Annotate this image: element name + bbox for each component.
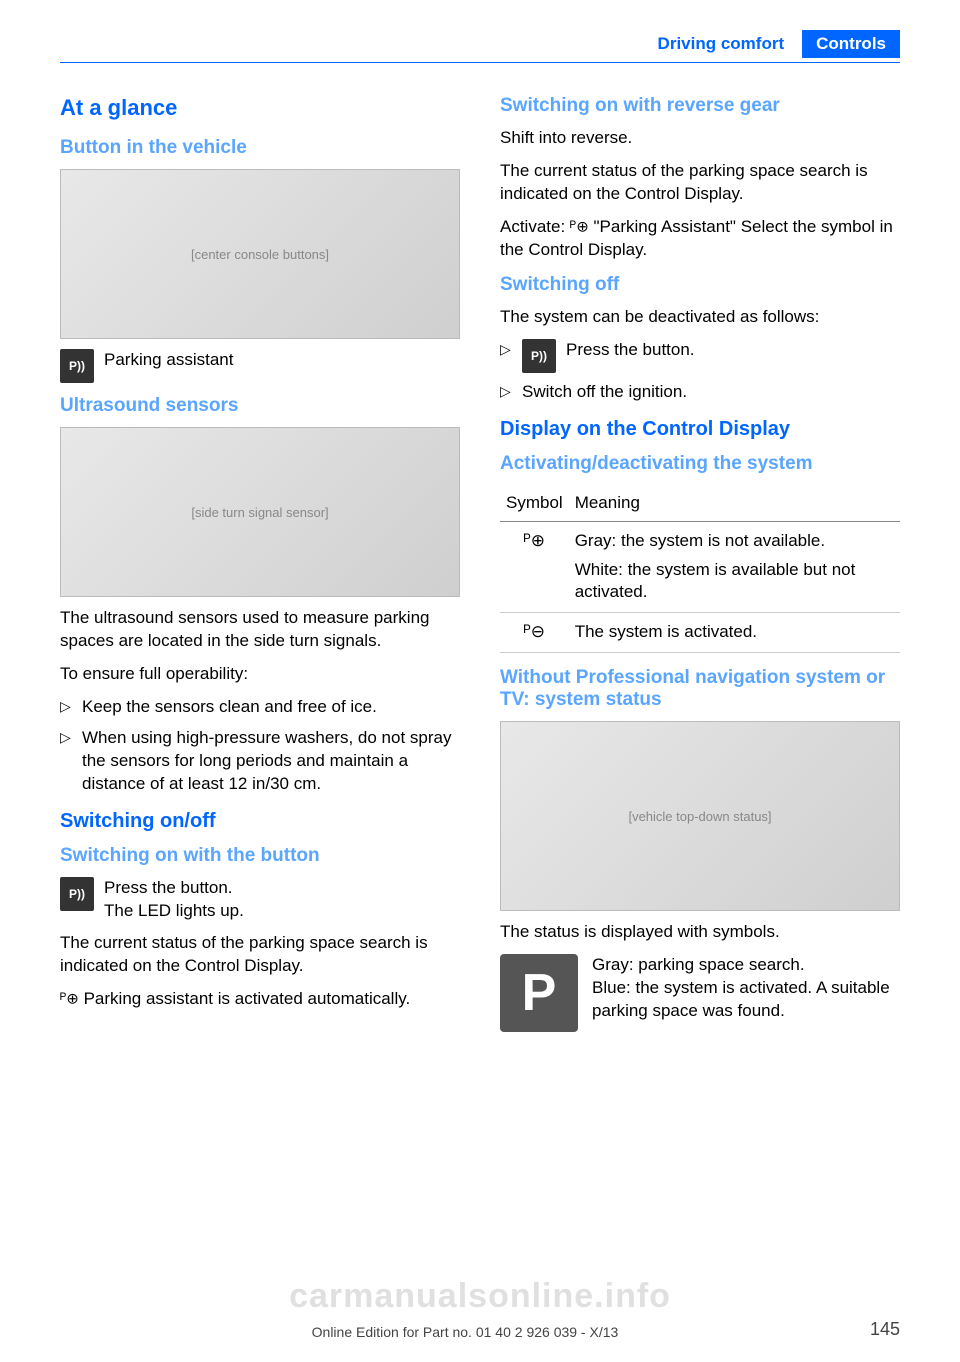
heading-switching-off: Switching off <box>500 274 900 296</box>
heading-act-deact: Activating/deactivating the system <box>500 453 900 475</box>
heading-display-control: Display on the Control Display <box>500 418 900 441</box>
th-meaning: Meaning <box>569 485 900 522</box>
symbol-cell: ᴾ⊖ <box>500 613 569 653</box>
header: Driving comfort Controls <box>658 30 900 58</box>
meaning-line: White: the system is available but not a… <box>575 559 894 605</box>
footer: Online Edition for Part no. 01 40 2 926 … <box>60 1319 900 1340</box>
parking-assistant-row: P)) Parking assistant <box>60 349 460 383</box>
list-switch-off: P)) Press the button. Switch off the ign… <box>500 339 900 404</box>
page-number: 145 <box>870 1319 900 1340</box>
parking-assistant-label: Parking assistant <box>104 349 460 372</box>
para-status-symbols: The status is displayed with symbols. <box>500 921 900 944</box>
header-rule <box>60 62 900 63</box>
para-operability: To ensure full operability: <box>60 663 460 686</box>
parking-assist-icon: P)) <box>60 349 94 383</box>
auto-text: Parking assistant is activated automatic… <box>79 989 410 1008</box>
parking-p-icon: P <box>500 954 578 1032</box>
status-legend-text: Gray: parking space search. Blue: the sy… <box>592 954 900 1023</box>
para-auto-activate: ᴾ⊕ Parking assistant is activated automa… <box>60 988 460 1011</box>
image-center-console: [center console buttons] <box>60 169 460 339</box>
table-header-row: Symbol Meaning <box>500 485 900 522</box>
heading-ultrasound: Ultrasound sensors <box>60 395 460 417</box>
image-system-status: [vehicle top-down status] <box>500 721 900 911</box>
para-activate: Activate: ᴾ⊕ "Parking Assistant" Select … <box>500 216 900 262</box>
legend-blue: Blue: the system is activated. A suitabl… <box>592 977 900 1023</box>
header-chapter: Controls <box>802 30 900 58</box>
right-column: Switching on with reverse gear Shift int… <box>500 95 900 1032</box>
list-operability: Keep the sensors clean and free of ice. … <box>60 696 460 796</box>
header-section: Driving comfort <box>658 34 803 54</box>
press-button-row: P)) Press the button. The LED lights up. <box>60 877 460 923</box>
para-status-display2: The current status of the parking space … <box>500 160 900 206</box>
left-column: At a glance Button in the vehicle [cente… <box>60 95 460 1032</box>
symbol-table: Symbol Meaning ᴾ⊕ Gray: the system is no… <box>500 485 900 654</box>
watermark: carmanualsonline.info <box>289 1277 671 1316</box>
meaning-line: Gray: the system is not available. <box>575 530 894 553</box>
heading-at-a-glance: At a glance <box>60 95 460 121</box>
press-button-text: Press the button. The LED lights up. <box>104 877 460 923</box>
activate-symbol-icon: ᴾ⊕ <box>570 218 589 235</box>
parking-assist-icon: P)) <box>522 339 556 373</box>
th-symbol: Symbol <box>500 485 569 522</box>
image-alt: [side turn signal sensor] <box>191 505 328 520</box>
image-ultrasound-sensor: [side turn signal sensor] <box>60 427 460 597</box>
activate-pre: Activate: <box>500 217 570 236</box>
legend-gray: Gray: parking space search. <box>592 954 900 977</box>
list-item: When using high-pressure washers, do not… <box>60 727 460 796</box>
list-item: Keep the sensors clean and free of ice. <box>60 696 460 719</box>
para-status-display: The current status of the parking space … <box>60 932 460 978</box>
status-legend-row: P Gray: parking space search. Blue: the … <box>500 954 900 1032</box>
para-ultrasound-desc: The ultrasound sensors used to measure p… <box>60 607 460 653</box>
heading-switch-on-button: Switching on with the button <box>60 845 460 867</box>
off-press-text: Press the button. <box>566 339 695 362</box>
edition-text: Online Edition for Part no. 01 40 2 926 … <box>312 1324 619 1340</box>
heading-switching-onoff: Switching on/off <box>60 810 460 833</box>
meaning-cell: Gray: the system is not available. White… <box>569 521 900 613</box>
parking-assist-icon: P)) <box>60 877 94 911</box>
press-line: Press the button. <box>104 877 460 900</box>
image-alt: [center console buttons] <box>191 247 329 262</box>
table-row: ᴾ⊖ The system is activated. <box>500 613 900 653</box>
meaning-cell: The system is activated. <box>569 613 900 653</box>
heading-button-in-vehicle: Button in the vehicle <box>60 137 460 159</box>
para-shift-reverse: Shift into reverse. <box>500 127 900 150</box>
list-item: Switch off the ignition. <box>500 381 900 404</box>
heading-without-nav: Without Professional navigation system o… <box>500 667 900 711</box>
heading-reverse-gear: Switching on with reverse gear <box>500 95 900 117</box>
led-line: The LED lights up. <box>104 900 460 923</box>
content: At a glance Button in the vehicle [cente… <box>60 95 900 1032</box>
symbol-cell: ᴾ⊕ <box>500 521 569 613</box>
image-alt: [vehicle top-down status] <box>628 809 771 824</box>
auto-symbol-icon: ᴾ⊕ <box>60 991 79 1008</box>
table-row: ᴾ⊕ Gray: the system is not available. Wh… <box>500 521 900 613</box>
para-deactivate: The system can be deactivated as follows… <box>500 306 900 329</box>
list-item: P)) Press the button. <box>500 339 900 373</box>
